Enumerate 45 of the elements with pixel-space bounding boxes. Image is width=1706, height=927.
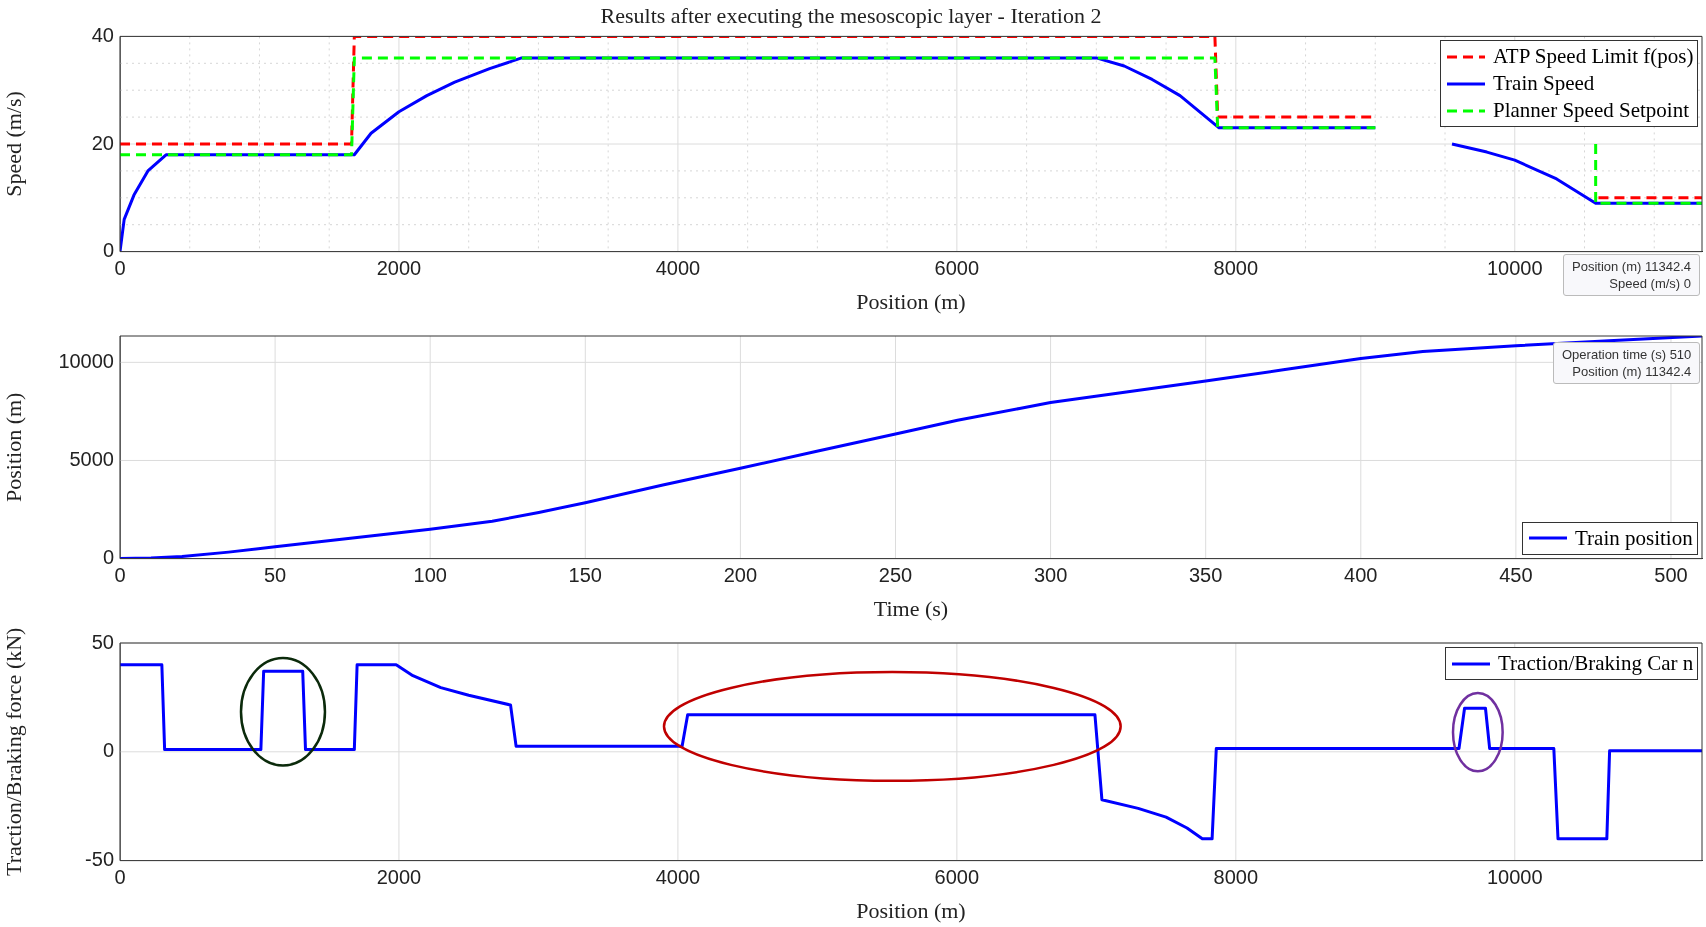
y-tick-label: 0	[102, 546, 114, 569]
x-tick-label: 50	[263, 564, 287, 587]
legend-label: Planner Speed Setpoint	[1493, 97, 1689, 125]
legend-label: Train Speed	[1493, 70, 1595, 98]
y-tick-label: 50	[91, 630, 114, 653]
x-tick-label: 350	[1189, 564, 1223, 587]
y-tick-label: 40	[91, 23, 114, 46]
x-tick-label: 200	[723, 564, 758, 587]
y-tick-label: -50	[85, 848, 114, 871]
text: Position (m) 11342.4	[1572, 257, 1691, 275]
legend-label: Traction/Braking Car n	[1498, 650, 1694, 677]
x-tick-label: 10000	[1486, 866, 1543, 889]
y-tick-label: 5000	[69, 447, 114, 470]
annotation: Operation time (s) 510	[1562, 346, 1692, 363]
x-tick-label: 10000	[1486, 257, 1543, 280]
y-tick-label: 10000	[58, 349, 114, 372]
chart-title: Results after executing the mesoscopic layer - Iteration 2	[600, 2, 1102, 28]
y-axis-title: Traction/Braking force (kN)	[0, 627, 26, 877]
x-tick-label: 250	[878, 564, 913, 587]
x-tick-label: 100	[413, 564, 447, 587]
y-axis-title: Position (m)	[0, 392, 26, 502]
x-axis-title: Time (s)	[873, 595, 949, 621]
y-tick-label: 0	[102, 239, 114, 262]
x-tick-label: 300	[1033, 564, 1068, 587]
text: Speed (m/s) 0	[1608, 274, 1691, 292]
x-tick-label: 6000	[934, 257, 980, 280]
y-axis-title: Speed (m/s)	[0, 91, 26, 197]
annotation: Position (m) 11342.4	[1571, 363, 1692, 380]
x-tick-label: 500	[1654, 564, 1688, 587]
x-tick-label: 2000	[376, 866, 422, 889]
y-tick-label: 20	[91, 131, 114, 154]
x-tick-label: 8000	[1213, 866, 1259, 889]
legend-label: Train position	[1575, 524, 1693, 552]
legend-label: ATP Speed Limit f(pos)	[1493, 43, 1694, 71]
x-tick-label: 6000	[934, 866, 980, 889]
x-tick-label: 2000	[376, 257, 422, 280]
x-tick-label: 4000	[655, 866, 701, 889]
x-tick-label: 450	[1499, 564, 1533, 587]
x-tick-label: 8000	[1213, 257, 1259, 280]
y-tick-label: 0	[102, 739, 114, 762]
x-axis-title: Position (m)	[856, 288, 966, 314]
x-tick-label: 150	[568, 564, 602, 587]
x-tick-label: 4000	[655, 257, 701, 280]
x-tick-label: 400	[1344, 564, 1378, 587]
x-axis-title: Position (m)	[856, 897, 966, 923]
